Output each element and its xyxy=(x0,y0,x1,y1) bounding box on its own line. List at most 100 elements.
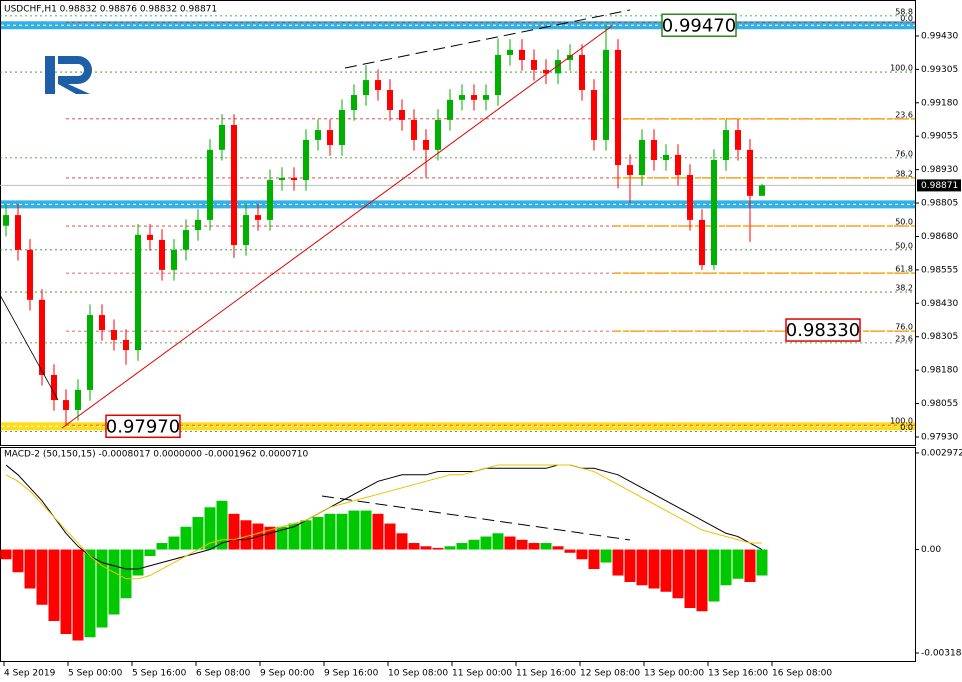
candle-body xyxy=(363,80,369,96)
candle-body xyxy=(159,239,165,270)
histogram-bar xyxy=(384,523,396,550)
candle-body xyxy=(663,154,669,161)
histogram-bar xyxy=(12,549,24,573)
trend-line xyxy=(344,9,631,69)
candle-body xyxy=(507,49,513,55)
histogram-bar xyxy=(432,547,444,550)
histogram-bar xyxy=(0,549,12,560)
histogram-bar xyxy=(120,549,132,599)
fib-label: 61.8 xyxy=(895,265,913,274)
candle-body xyxy=(387,89,393,111)
fib-label: 23.6 xyxy=(895,334,913,343)
candle-body xyxy=(675,154,681,175)
candle-body xyxy=(747,149,753,196)
histogram-bar xyxy=(240,520,252,550)
histogram-bar xyxy=(408,543,420,550)
histogram-bar xyxy=(624,549,636,583)
y-tick-label: 0.98680 xyxy=(921,232,958,242)
histogram-bar xyxy=(168,536,180,550)
candle-body xyxy=(459,95,465,100)
price-box xyxy=(661,13,737,38)
logo xyxy=(45,56,92,94)
histogram-bar xyxy=(108,549,120,615)
candle-body xyxy=(243,215,249,246)
histogram-bar xyxy=(564,549,576,553)
candle-body xyxy=(99,315,105,331)
current-price-box xyxy=(917,179,961,192)
histogram-bar xyxy=(192,517,204,550)
candle-body xyxy=(51,374,57,401)
candle-body xyxy=(579,54,585,90)
candle-body xyxy=(3,215,9,226)
candle-body xyxy=(555,60,561,74)
fib-label: 38.2 xyxy=(895,169,913,178)
candle-body xyxy=(723,130,729,161)
histogram-bar xyxy=(96,549,108,628)
histogram-bar xyxy=(516,539,528,550)
y-tick-label: 0.00 xyxy=(921,545,941,555)
histogram-bar xyxy=(36,549,48,605)
histogram-bar xyxy=(468,539,480,550)
logo-part xyxy=(58,56,92,94)
candle-body xyxy=(315,130,321,140)
x-tick-label: 13 Sep 16:00 xyxy=(708,669,768,679)
candle-body xyxy=(483,95,489,100)
histogram-bar xyxy=(648,549,660,589)
x-tick-label: 9 Sep 16:00 xyxy=(324,669,379,679)
histogram-bar xyxy=(216,500,228,550)
y-tick-label: 0.99180 xyxy=(921,98,958,108)
candle-body xyxy=(639,139,645,175)
y-tick-label: 0.99305 xyxy=(921,65,958,75)
candle-body xyxy=(291,177,297,181)
candle-body xyxy=(375,80,381,90)
x-tick-label: 13 Sep 00:00 xyxy=(644,669,704,679)
y-tick-label: 0.98930 xyxy=(921,165,958,175)
fib-label: 0.0 xyxy=(900,14,913,23)
x-tick-label: 16 Sep 08:00 xyxy=(772,669,832,679)
histogram-bar xyxy=(492,533,504,550)
histogram-bar xyxy=(72,549,84,641)
y-tick-label: 0.98805 xyxy=(921,199,958,209)
macd-line xyxy=(5,464,763,570)
histogram-bar xyxy=(348,510,360,550)
histogram-bar xyxy=(756,549,768,576)
histogram-bar xyxy=(636,549,648,586)
y-tick-label: 0.0029728 xyxy=(921,448,962,458)
histogram-bar xyxy=(684,549,696,609)
histogram-bar xyxy=(264,526,276,550)
candle-body xyxy=(531,60,537,70)
histogram-bar xyxy=(480,536,492,550)
candle-body xyxy=(255,215,261,220)
price-box-label: 0.99470 xyxy=(662,15,736,36)
histogram-bar xyxy=(528,543,540,550)
x-tick-label: 11 Sep 00:00 xyxy=(452,669,512,679)
candle-body xyxy=(27,249,33,300)
histogram-bar xyxy=(720,549,732,586)
histogram-bar xyxy=(708,549,720,602)
candle-body xyxy=(759,185,765,196)
histogram-bar xyxy=(204,507,216,550)
candle-body xyxy=(267,180,273,220)
candle-body xyxy=(327,130,333,146)
histogram-bar xyxy=(228,513,240,550)
candle-body xyxy=(447,99,453,120)
histogram-bar xyxy=(276,526,288,550)
x-tick-label: 6 Sep 08:00 xyxy=(196,669,251,679)
candle-body xyxy=(687,174,693,220)
histogram-bar xyxy=(288,523,300,550)
fib-label: 50.0 xyxy=(895,241,913,250)
price-panel xyxy=(0,0,916,446)
candle-body xyxy=(111,330,117,340)
candle-body xyxy=(411,119,417,140)
candle-body xyxy=(279,177,285,181)
fib-label: 76.0 xyxy=(895,149,913,158)
histogram-bar xyxy=(144,549,156,557)
candle-body xyxy=(135,234,141,351)
histogram-bar xyxy=(732,549,744,579)
histogram-bar xyxy=(672,549,684,599)
histogram-bar xyxy=(696,549,708,612)
y-tick-label: -0.003184 xyxy=(921,648,962,658)
histogram-bar xyxy=(612,549,624,576)
y-tick-label: 0.98305 xyxy=(921,332,958,342)
